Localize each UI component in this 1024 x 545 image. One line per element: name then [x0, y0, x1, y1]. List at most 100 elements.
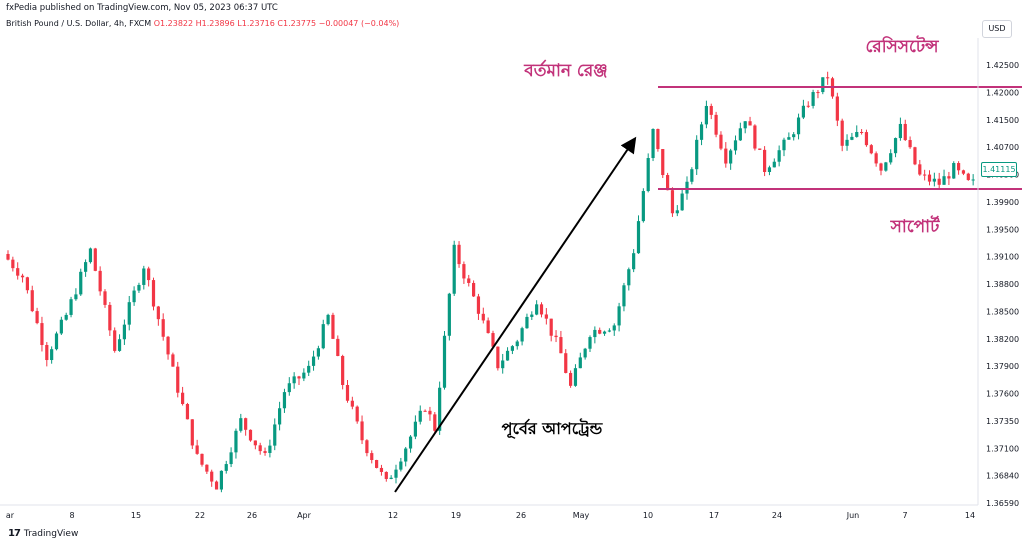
price-tick-label: 1.40700 [986, 143, 1019, 152]
candle-body [864, 132, 869, 146]
candles-group [6, 71, 975, 493]
candle-body [185, 404, 190, 420]
candle-body [88, 248, 93, 263]
current-price-tag: 1.41115 [981, 162, 1017, 177]
candle-body [336, 338, 340, 356]
candle-body [646, 158, 650, 192]
candle-body [190, 419, 194, 446]
candle-body [661, 149, 665, 176]
candle-body [583, 348, 587, 358]
candle-body [767, 167, 772, 172]
candle-body [884, 162, 888, 171]
candle-body [394, 469, 398, 478]
candle-body [908, 140, 912, 148]
candle-body [341, 355, 345, 385]
candle-body [530, 314, 534, 317]
candle-body [423, 410, 427, 412]
candle-body [11, 259, 15, 269]
candle-body [350, 400, 354, 407]
uptrend-label: পূর্বের আপট্রেন্ড [502, 418, 604, 440]
price-tick-label: 1.39500 [986, 225, 1019, 234]
candle-body [617, 306, 621, 326]
candle-body [685, 181, 689, 194]
candle-body [6, 253, 10, 260]
candle-body [195, 445, 199, 454]
candle-body [777, 150, 781, 162]
candle-body [699, 124, 704, 140]
candle-body [370, 453, 374, 461]
candle-body [20, 275, 25, 278]
candle-body [438, 387, 442, 431]
currency-button[interactable]: USD [982, 20, 1012, 38]
resistance-label: রেসিসটেন্স [865, 35, 939, 57]
tradingview-logo-icon: 17 [8, 528, 21, 539]
candle-body [539, 304, 544, 315]
price-tick-label: 1.42500 [986, 61, 1019, 70]
candle-body [549, 318, 553, 336]
candle-body [879, 163, 883, 171]
candle-body [835, 96, 839, 121]
candle-body [758, 148, 762, 150]
candle-body [171, 354, 175, 367]
candle-body [214, 481, 219, 490]
candle-body [612, 325, 616, 331]
candle-body [122, 324, 126, 340]
candle-body [408, 436, 413, 449]
candle-body [670, 190, 675, 214]
candle-body [525, 316, 529, 329]
candle-body [588, 337, 592, 349]
price-tick-label: 1.37900 [986, 362, 1019, 371]
candle-body [103, 291, 107, 305]
candle-body [345, 384, 350, 401]
candle-body [142, 268, 146, 285]
uptrend-arrow [394, 136, 637, 493]
candle-body [379, 467, 384, 472]
candle-body [244, 418, 248, 430]
footer-brand[interactable]: 17 TradingView [8, 528, 78, 539]
candle-body [544, 314, 548, 319]
candle-body [399, 461, 403, 470]
candle-body [632, 253, 636, 270]
candle-body [971, 179, 975, 181]
candle-body [714, 114, 718, 135]
candle-body [64, 314, 68, 320]
candle-body [510, 346, 514, 351]
candle-body [811, 92, 815, 106]
candle-body [656, 128, 660, 150]
candle-body [93, 248, 97, 271]
change-value: −0.00047 (−0.04%) [318, 19, 400, 28]
close-value: C1.23775 [277, 19, 317, 28]
candle-body [360, 421, 364, 441]
candle-body [16, 268, 20, 276]
candle-body [263, 451, 267, 453]
candle-body [787, 137, 791, 140]
candle-body [253, 440, 257, 446]
candle-body [210, 471, 214, 482]
candle-body [724, 148, 728, 164]
candle-body [292, 376, 296, 384]
candle-body [35, 311, 39, 324]
candle-body [966, 173, 970, 181]
candle-body [690, 169, 694, 182]
candle-body [918, 164, 922, 175]
candle-body [176, 366, 180, 393]
candle-body [40, 323, 44, 345]
candle-body [219, 470, 223, 490]
candle-body [404, 448, 408, 462]
candle-body [957, 163, 961, 171]
time-tick-label: 10 [643, 511, 653, 520]
candle-body [855, 131, 859, 137]
time-tick-label: 19 [451, 511, 461, 520]
candle-body [782, 139, 786, 151]
time-tick-label: May [573, 511, 590, 520]
candle-body [816, 92, 820, 94]
low-value: L1.23716 [237, 19, 275, 28]
time-tick-label: 7 [902, 511, 907, 520]
candle-body [515, 341, 519, 347]
candle-body [481, 313, 485, 321]
candle-body [932, 178, 936, 182]
candle-body [607, 330, 611, 332]
support-label: সাপোর্ট [890, 215, 940, 237]
candle-body [365, 440, 369, 454]
price-tick-label: 1.38200 [986, 335, 1019, 344]
